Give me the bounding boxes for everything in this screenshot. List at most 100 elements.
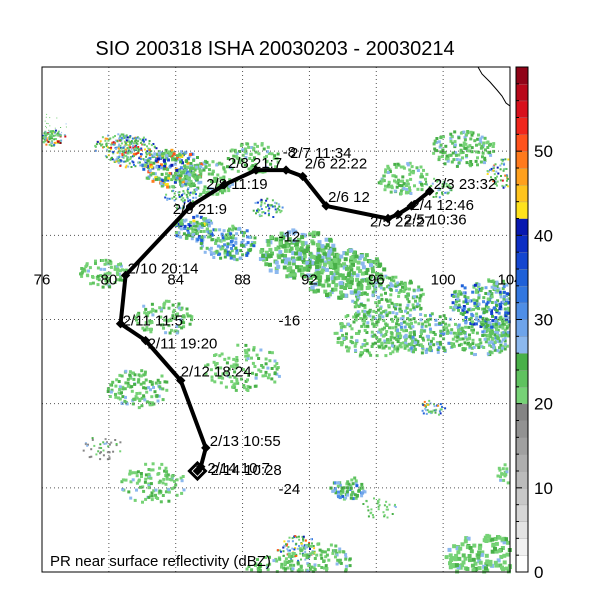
rain-cell bbox=[175, 168, 179, 172]
rain-cell bbox=[453, 140, 457, 144]
rain-cell bbox=[209, 250, 213, 254]
rain-cell bbox=[164, 150, 168, 154]
rain-cell bbox=[454, 151, 458, 155]
rain-cell bbox=[205, 219, 209, 223]
rain-cell bbox=[215, 177, 218, 181]
rain-cell bbox=[456, 297, 460, 301]
rain-cell bbox=[413, 333, 416, 337]
rain-cell bbox=[154, 496, 158, 499]
colorbar-swatch bbox=[515, 353, 529, 371]
rain-cell bbox=[238, 227, 242, 231]
rain-cell bbox=[420, 172, 424, 176]
rain-cell bbox=[485, 559, 490, 564]
rain-cell bbox=[354, 290, 358, 294]
rain-cell bbox=[341, 494, 345, 498]
rain-cell bbox=[233, 382, 237, 386]
rain-cell bbox=[195, 193, 197, 196]
rain-cell bbox=[213, 176, 217, 180]
rain-cell bbox=[103, 262, 107, 266]
rain-cell bbox=[233, 370, 237, 374]
rain-cell bbox=[488, 308, 492, 312]
rain-cell bbox=[257, 208, 260, 211]
rain-cell bbox=[368, 277, 373, 282]
rain-cell bbox=[257, 201, 259, 204]
rain-cell bbox=[119, 450, 122, 453]
rain-cell bbox=[140, 369, 144, 373]
rain-cell bbox=[49, 125, 51, 127]
rain-cell bbox=[377, 501, 380, 504]
rain-cell bbox=[354, 318, 358, 322]
rain-cell bbox=[174, 223, 178, 226]
rain-cell bbox=[441, 405, 443, 408]
rain-cell bbox=[44, 140, 47, 143]
rain-cell bbox=[204, 217, 208, 221]
track-point-marker bbox=[393, 209, 403, 219]
track-point-marker bbox=[120, 270, 131, 281]
rain-cell bbox=[317, 240, 322, 245]
rain-cell bbox=[339, 325, 343, 329]
rain-cell bbox=[444, 407, 447, 410]
rain-cell bbox=[395, 349, 399, 353]
rain-cell bbox=[292, 552, 296, 555]
rain-cell bbox=[57, 140, 59, 143]
rain-cell bbox=[148, 149, 151, 151]
rain-cell bbox=[475, 299, 479, 303]
rain-cell bbox=[183, 192, 186, 195]
rain-cell bbox=[264, 250, 269, 255]
rain-cell bbox=[485, 318, 489, 322]
colorbar-swatch bbox=[515, 420, 529, 438]
rain-cell bbox=[361, 292, 365, 296]
rain-cell bbox=[394, 307, 398, 311]
rain-cell bbox=[410, 339, 414, 343]
rain-cell bbox=[264, 212, 267, 215]
rain-cell bbox=[442, 135, 445, 139]
rain-cell bbox=[311, 551, 315, 554]
rain-cell bbox=[165, 380, 169, 384]
rain-cell bbox=[227, 356, 231, 360]
map-caption: PR near surface reflectivity (dBZ) bbox=[50, 553, 271, 570]
rain-cell bbox=[281, 235, 286, 240]
rain-cell bbox=[476, 284, 480, 288]
rain-cell bbox=[133, 152, 136, 155]
rain-cell bbox=[170, 328, 173, 332]
rain-cell bbox=[275, 157, 279, 161]
rain-cell bbox=[165, 193, 168, 196]
rain-cell bbox=[112, 136, 115, 139]
latitude-label: -8 bbox=[283, 144, 296, 161]
rain-cell bbox=[274, 208, 277, 211]
rain-cell bbox=[137, 148, 140, 151]
rain-cell bbox=[49, 130, 52, 133]
rain-cell bbox=[109, 383, 113, 387]
rain-cell bbox=[105, 156, 108, 159]
rain-cell bbox=[234, 366, 238, 370]
rain-cell bbox=[462, 318, 466, 322]
rain-cell bbox=[407, 322, 411, 326]
rain-cell bbox=[260, 201, 263, 204]
rain-cell bbox=[420, 288, 424, 292]
rain-cell bbox=[153, 156, 156, 158]
rain-cell bbox=[173, 317, 176, 321]
rain-cell bbox=[147, 472, 151, 476]
rain-cell bbox=[154, 488, 158, 492]
rain-cell bbox=[152, 143, 155, 145]
rain-cell bbox=[180, 178, 184, 182]
rain-cell bbox=[135, 318, 138, 322]
rain-cell bbox=[446, 329, 450, 333]
rain-cell bbox=[100, 447, 103, 449]
rain-cell bbox=[105, 262, 109, 266]
rain-cell bbox=[267, 151, 271, 155]
rain-cell bbox=[444, 191, 447, 194]
colorbar-swatch bbox=[515, 555, 529, 573]
rain-cell bbox=[157, 165, 161, 169]
rain-cell bbox=[394, 282, 398, 286]
rain-cell bbox=[254, 202, 257, 204]
rain-cell bbox=[481, 316, 485, 320]
rain-cell bbox=[209, 246, 213, 250]
rain-cell bbox=[481, 155, 484, 159]
rain-cell bbox=[124, 142, 127, 145]
rain-cell bbox=[197, 166, 201, 170]
rain-cell bbox=[372, 324, 376, 328]
longitude-label: 84 bbox=[167, 272, 184, 289]
rain-cell bbox=[438, 145, 442, 149]
rain-cell bbox=[126, 156, 129, 159]
